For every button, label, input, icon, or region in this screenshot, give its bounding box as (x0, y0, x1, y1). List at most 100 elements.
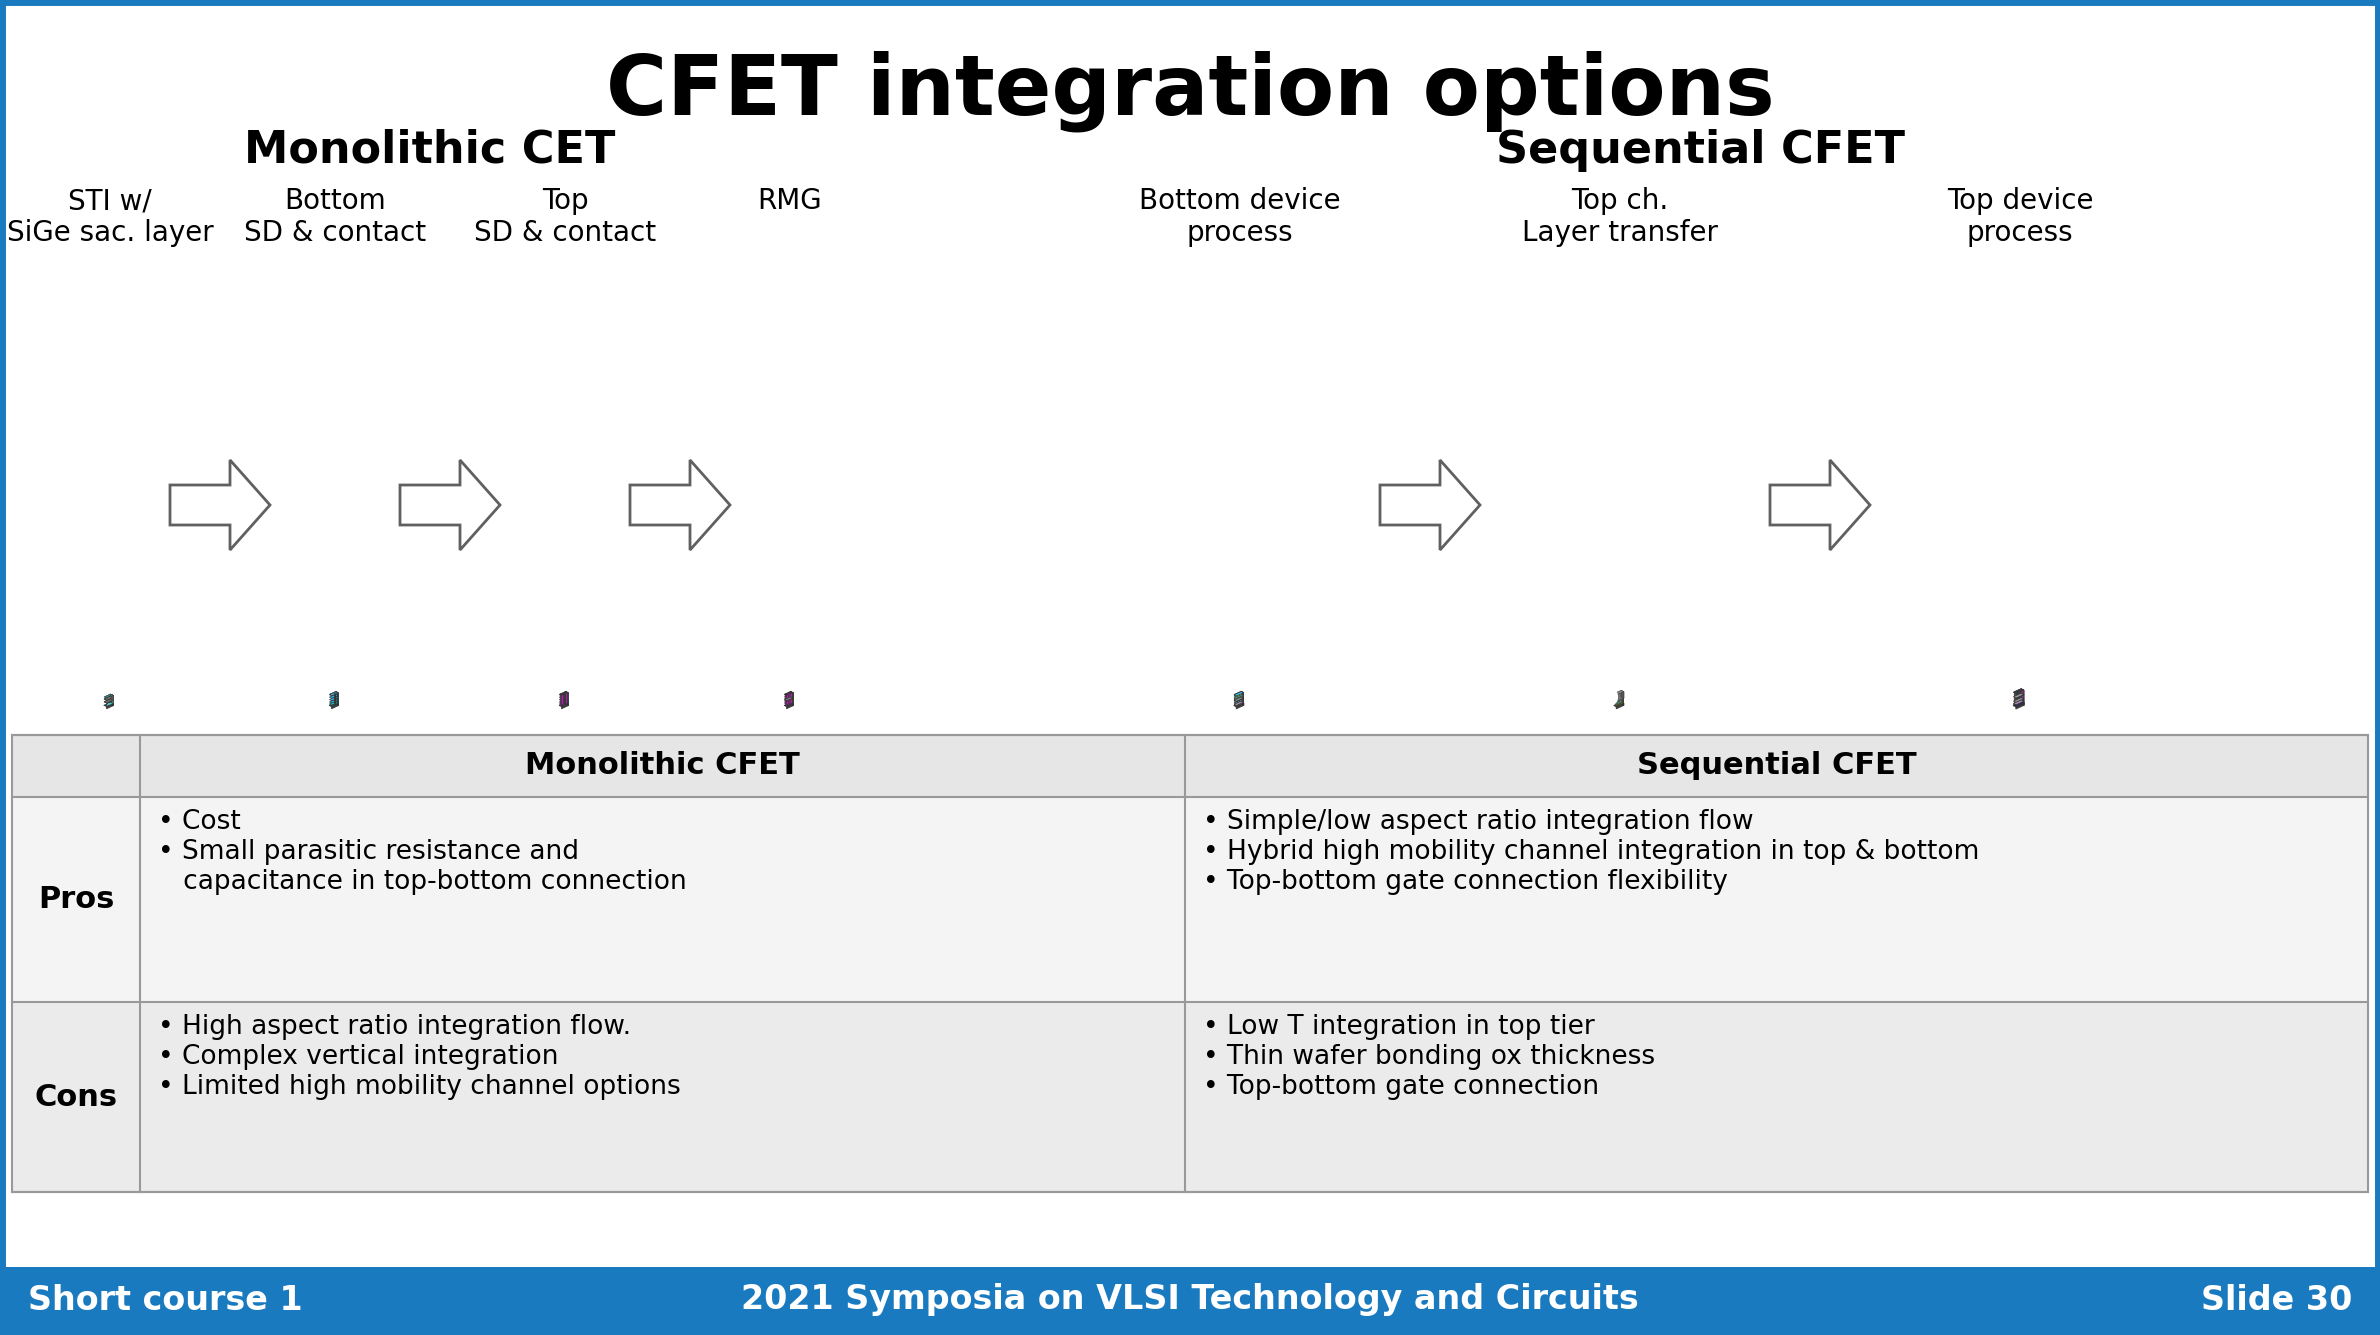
Polygon shape (785, 704, 793, 709)
Polygon shape (562, 704, 569, 709)
Polygon shape (559, 697, 569, 701)
Polygon shape (2013, 692, 2018, 706)
Polygon shape (559, 692, 569, 696)
Polygon shape (328, 692, 338, 696)
Polygon shape (107, 701, 114, 706)
Text: CFET integration options: CFET integration options (605, 49, 1775, 132)
Polygon shape (1240, 692, 1242, 694)
Polygon shape (559, 694, 569, 698)
Polygon shape (2021, 693, 2023, 696)
Polygon shape (1235, 694, 1242, 698)
Polygon shape (1238, 698, 1242, 702)
Polygon shape (2021, 689, 2023, 704)
Polygon shape (788, 693, 793, 697)
Polygon shape (1240, 694, 1242, 696)
Bar (12, 797, 2368, 1003)
Polygon shape (785, 692, 793, 696)
Polygon shape (1614, 697, 1623, 701)
Polygon shape (1238, 693, 1242, 697)
Text: Short course 1: Short course 1 (29, 1283, 302, 1316)
Text: Monolithic CET: Monolithic CET (245, 128, 616, 171)
Polygon shape (1240, 697, 1242, 698)
Polygon shape (2016, 692, 2018, 706)
Polygon shape (336, 701, 338, 704)
Polygon shape (790, 702, 793, 706)
Polygon shape (336, 694, 338, 697)
Polygon shape (328, 702, 338, 706)
Polygon shape (2013, 702, 2025, 708)
Polygon shape (2016, 690, 2021, 693)
Polygon shape (785, 697, 793, 701)
Polygon shape (559, 700, 569, 704)
Polygon shape (790, 700, 793, 702)
Polygon shape (1238, 700, 1242, 704)
Text: Cons: Cons (33, 1083, 117, 1112)
Polygon shape (1235, 697, 1242, 702)
Polygon shape (566, 702, 569, 706)
Text: Top ch.: Top ch. (1564, 682, 1676, 710)
Polygon shape (107, 697, 114, 701)
Polygon shape (1614, 702, 1623, 706)
Polygon shape (2021, 698, 2023, 700)
Polygon shape (331, 702, 338, 706)
Polygon shape (1240, 700, 1242, 702)
Polygon shape (1235, 701, 1242, 705)
Polygon shape (1621, 697, 1623, 700)
Bar (12, 736, 2368, 1267)
Polygon shape (2018, 690, 2023, 704)
Polygon shape (2016, 701, 2023, 706)
Polygon shape (1235, 697, 1242, 701)
Polygon shape (1240, 697, 1242, 700)
Polygon shape (566, 692, 569, 704)
Polygon shape (788, 693, 790, 705)
Polygon shape (336, 702, 338, 706)
Polygon shape (2013, 689, 2023, 694)
Polygon shape (107, 700, 114, 704)
Polygon shape (2021, 689, 2023, 704)
Polygon shape (2013, 692, 2018, 693)
Polygon shape (331, 693, 338, 706)
Polygon shape (1235, 704, 1245, 709)
Polygon shape (169, 461, 269, 550)
Polygon shape (1621, 700, 1623, 702)
Polygon shape (107, 697, 114, 704)
Polygon shape (562, 693, 569, 697)
Polygon shape (2013, 701, 2023, 706)
Polygon shape (2016, 692, 2018, 706)
Polygon shape (2016, 694, 2023, 698)
Polygon shape (790, 692, 793, 694)
Polygon shape (2021, 702, 2025, 705)
Polygon shape (1238, 698, 1242, 702)
Polygon shape (790, 698, 793, 701)
Text: Top
SD & contact: Top SD & contact (474, 187, 657, 247)
Polygon shape (109, 700, 114, 704)
Polygon shape (109, 694, 114, 697)
Polygon shape (336, 700, 338, 702)
Polygon shape (631, 461, 731, 550)
Polygon shape (562, 693, 569, 706)
Polygon shape (1235, 698, 1242, 704)
Polygon shape (1380, 461, 1480, 550)
Polygon shape (331, 704, 338, 709)
Polygon shape (336, 692, 338, 704)
Polygon shape (105, 694, 114, 698)
Polygon shape (1616, 698, 1623, 702)
Polygon shape (331, 696, 338, 700)
Polygon shape (1240, 696, 1242, 697)
Polygon shape (2016, 692, 2018, 693)
Text: • High aspect ratio integration flow.
• Complex vertical integration
• Limited h: • High aspect ratio integration flow. • … (157, 1015, 681, 1100)
Polygon shape (2018, 690, 2021, 705)
Polygon shape (1621, 702, 1623, 705)
Polygon shape (109, 696, 114, 698)
Polygon shape (562, 702, 569, 706)
Text: Bottom
SD & contact: Bottom SD & contact (243, 187, 426, 247)
Polygon shape (1240, 698, 1242, 701)
Polygon shape (1240, 701, 1242, 704)
Text: Monolithic CFET: Monolithic CFET (526, 752, 800, 781)
Polygon shape (1771, 461, 1871, 550)
Polygon shape (1240, 693, 1242, 694)
Polygon shape (105, 702, 114, 706)
Polygon shape (1621, 690, 1623, 698)
Polygon shape (559, 692, 569, 696)
Polygon shape (1616, 701, 1623, 705)
